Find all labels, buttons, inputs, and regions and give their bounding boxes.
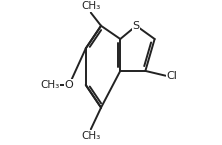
Text: S: S: [133, 21, 140, 31]
Text: CH₃: CH₃: [40, 80, 59, 90]
Text: O: O: [65, 80, 73, 90]
Text: CH₃: CH₃: [81, 1, 100, 11]
Text: CH₃: CH₃: [81, 131, 100, 141]
Text: Cl: Cl: [166, 71, 177, 81]
